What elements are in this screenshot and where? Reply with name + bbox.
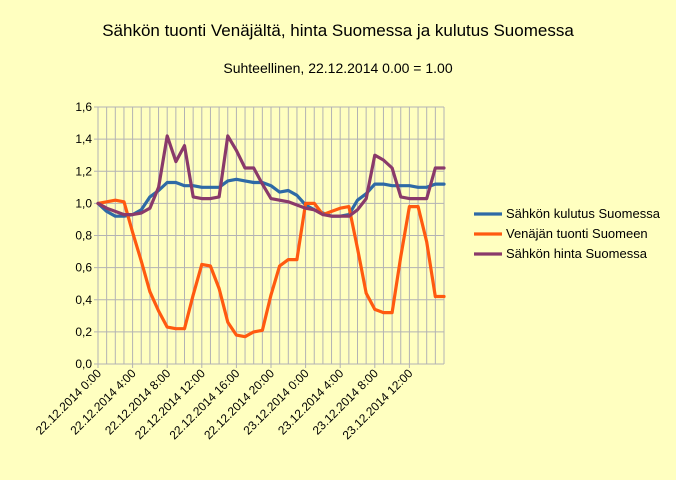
series-lines: [96, 134, 446, 339]
chart-subtitle: Suhteellinen, 22.12.2014 0.00 = 1.00: [223, 60, 452, 76]
legend-label-2: Sähkön hinta Suomessa: [506, 246, 648, 261]
series-line-1: [96, 198, 446, 339]
y-tick-label: 1,4: [75, 132, 92, 146]
y-tick-label: 0,2: [75, 325, 92, 339]
y-tick-label: 0,0: [75, 357, 92, 371]
legend-label-0: Sähkön kulutus Suomessa: [506, 206, 661, 221]
y-tick-label: 1,6: [75, 100, 92, 114]
legend: Sähkön kulutus Suomessa Venäjän tuonti Su…: [474, 206, 661, 261]
y-tick-label: 1,2: [75, 164, 92, 178]
series-line-2: [96, 134, 446, 218]
gridlines: [97, 106, 445, 365]
y-tick-label: 0,4: [75, 293, 92, 307]
chart-title: Sähkön tuonti Venäjältä, hinta Suomessa …: [102, 21, 574, 40]
legend-label-1: Venäjän tuonti Suomeen: [506, 226, 648, 241]
y-tick-label: 0,8: [75, 229, 92, 243]
y-axis-ticks: 0,0 0,2 0,4 0,6 0,8 1,0 1,2 1,4 1,6: [75, 100, 98, 371]
y-tick-label: 0,6: [75, 261, 92, 275]
y-tick-label: 1,0: [75, 196, 92, 210]
